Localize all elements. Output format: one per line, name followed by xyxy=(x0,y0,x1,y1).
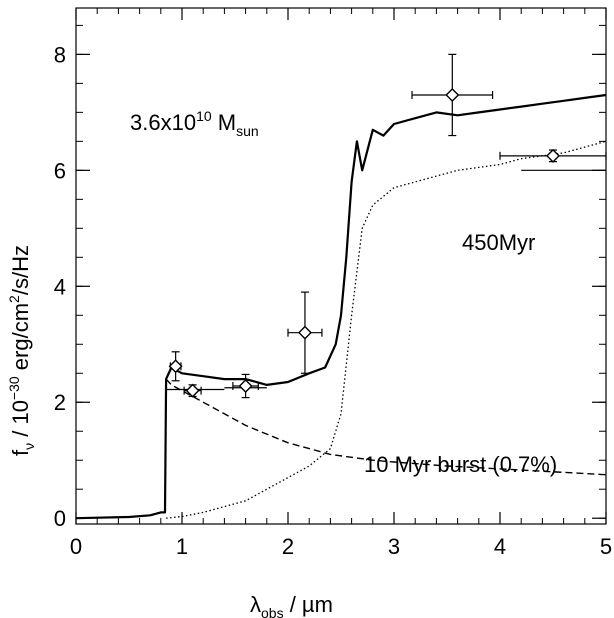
model-broadband-lines xyxy=(166,169,606,391)
annotation-burst: 10 Myr burst (0.7%) xyxy=(364,452,557,477)
observation-point xyxy=(499,148,607,163)
plot-series xyxy=(75,93,607,520)
y-tick-label: 6 xyxy=(54,158,66,183)
series-line-2 xyxy=(166,140,607,519)
x-tick-label: 3 xyxy=(388,534,400,559)
x-tick-label: 5 xyxy=(600,534,612,559)
diamond-marker xyxy=(238,379,253,394)
observation-point xyxy=(232,373,259,399)
diamond-marker xyxy=(546,148,560,163)
y-axis: 0 2 4 6 8 xyxy=(54,24,606,531)
x-axis: 0 1 2 3 4 5 xyxy=(70,8,612,559)
observation-point xyxy=(168,351,183,382)
plot-frame xyxy=(75,7,607,525)
series-line-3 xyxy=(165,378,607,476)
diamond-marker xyxy=(185,383,200,398)
y-tick-label: 0 xyxy=(54,506,66,531)
x-tick-label: 1 xyxy=(176,534,188,559)
x-tick-label: 2 xyxy=(282,534,294,559)
annotation-age: 450Myr xyxy=(462,230,535,255)
diamond-marker xyxy=(297,325,312,340)
x-axis-title: λobs / µm xyxy=(250,592,333,618)
observation-point xyxy=(183,383,202,398)
y-tick-label: 2 xyxy=(54,390,66,415)
annotation-stellar-mass: 3.6x1010 Msun xyxy=(130,108,259,139)
diamond-marker xyxy=(445,87,460,102)
observation-point xyxy=(287,291,323,374)
x-tick-label: 0 xyxy=(70,534,82,559)
observations xyxy=(168,53,607,399)
y-tick-label: 8 xyxy=(54,42,66,67)
y-tick-label: 4 xyxy=(54,274,66,299)
diamond-marker xyxy=(168,359,183,374)
series-line-1 xyxy=(75,93,607,520)
x-tick-label: 4 xyxy=(494,534,506,559)
observation-point xyxy=(411,53,494,137)
y-axis-title: fν / 10−30 erg/cm2/s/Hz xyxy=(6,245,37,456)
